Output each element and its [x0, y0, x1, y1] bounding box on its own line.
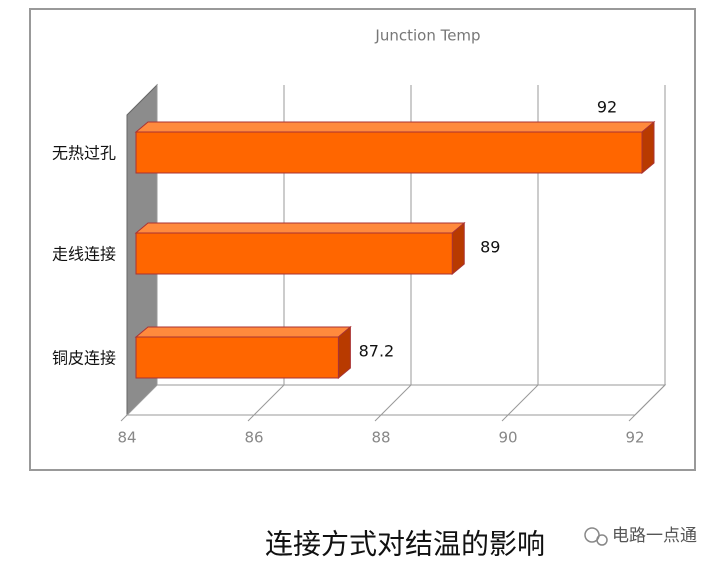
bar-top	[134, 326, 352, 338]
floor-grid-line	[634, 384, 666, 416]
x-tick	[501, 414, 509, 422]
x-tick-label: 84	[117, 429, 136, 447]
x-tick	[247, 414, 255, 422]
watermark-icon	[584, 527, 608, 546]
value-label: 89	[480, 238, 500, 257]
x-tick-label: 92	[625, 429, 644, 447]
bar	[135, 131, 643, 174]
bar	[135, 336, 339, 379]
floor-grid-line	[126, 384, 158, 416]
bar-top	[134, 121, 656, 133]
x-tick-label: 86	[244, 429, 263, 447]
watermark: 电路一点通	[612, 526, 697, 546]
y-tick-label: 铜皮连接	[52, 349, 116, 368]
floor-grid-line	[380, 384, 412, 416]
floor-grid-line	[253, 384, 285, 416]
x-tick	[374, 414, 382, 422]
x-tick	[120, 414, 128, 422]
caption: 连接方式对结温的影响	[265, 528, 545, 561]
y-tick-label: 走线连接	[52, 245, 116, 264]
y-tick-label: 无热过孔	[52, 144, 116, 163]
x-tick-label: 90	[498, 429, 517, 447]
x-tick-label: 88	[371, 429, 390, 447]
chart-title: Junction Temp	[374, 27, 480, 45]
value-label: 92	[597, 98, 617, 117]
floor-grid-line	[507, 384, 539, 416]
x-tick	[628, 414, 636, 422]
bar-top	[134, 222, 466, 234]
bar	[135, 232, 453, 275]
value-label: 87.2	[359, 342, 395, 361]
